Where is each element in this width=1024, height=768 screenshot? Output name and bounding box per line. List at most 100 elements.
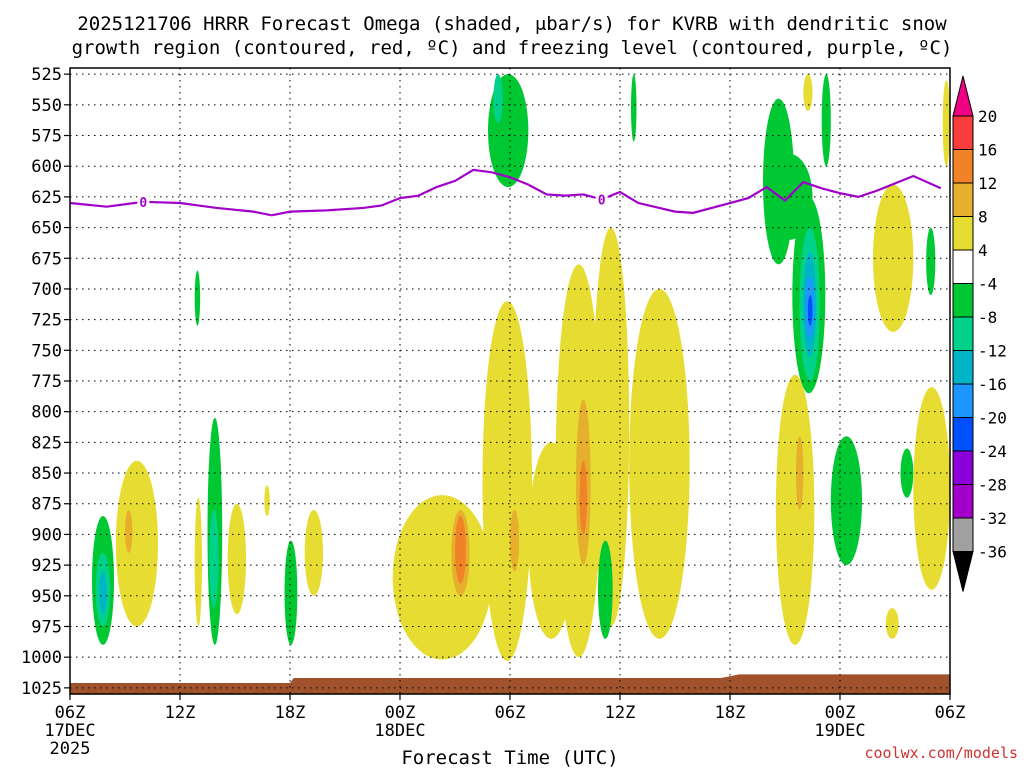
colorbar-label: -16 <box>978 375 1007 394</box>
omega-region-orange_light <box>125 509 133 553</box>
omega-region-orange_light <box>796 436 804 510</box>
y-tick-label: 550 <box>31 96 62 116</box>
freezing-label-bg <box>137 194 150 209</box>
colorbar-band <box>952 115 974 150</box>
x-axis-label: Forecast Time (UTC) <box>401 747 618 768</box>
y-tick-label: 675 <box>31 249 62 269</box>
colorbar-band <box>952 249 974 284</box>
y-tick-label: 725 <box>31 311 62 331</box>
y-tick-label: 875 <box>31 495 62 515</box>
omega-region-cyan <box>99 571 107 615</box>
y-tick-label: 825 <box>31 433 62 453</box>
freezing-level-label: 0 <box>139 196 147 211</box>
chart-title-line2: growth region (contoured, red, ºC) and f… <box>72 37 953 59</box>
omega-region-orange <box>455 516 466 584</box>
colorbar-label: 20 <box>978 107 997 126</box>
omega-region-yellow <box>392 495 492 660</box>
colorbar-label: 16 <box>978 141 997 160</box>
y-tick-label: 800 <box>31 403 62 423</box>
colorbar-cap-bottom <box>952 551 974 592</box>
colorbar-label: -12 <box>978 342 1007 361</box>
omega-region-green <box>598 540 613 639</box>
colorbar-band <box>952 283 974 318</box>
omega-region-green <box>926 227 936 296</box>
colorbar-cap-top <box>952 75 974 117</box>
y-tick-label: 625 <box>31 188 62 208</box>
omega-region-yellow <box>803 74 813 111</box>
y-tick-label: 525 <box>31 65 62 85</box>
ground-layer <box>70 674 950 694</box>
omega-region-yellow <box>913 387 950 590</box>
colorbar-band <box>952 484 974 519</box>
omega-region-green <box>194 270 201 326</box>
colorbar-band <box>952 182 974 217</box>
omega-region-blue <box>807 295 813 326</box>
colorbar-label: -4 <box>978 275 997 294</box>
omega-region-yellow <box>629 288 690 639</box>
freezing-label-bg <box>595 192 608 207</box>
omega-region-orange_light <box>509 509 520 572</box>
colorbar-band <box>952 517 974 552</box>
credit-text: coolwx.com/models <box>864 744 1018 762</box>
colorbar: 20 16 12 8 4 -4 -8 -12 -16 -20 -24 -28 -32 -36 <box>952 75 1007 592</box>
omega-region-yellow <box>304 509 324 596</box>
x-tick-label: 06Z <box>935 703 966 723</box>
x-tick-label: 00Z <box>385 703 416 723</box>
y-tick-label: 850 <box>31 464 62 484</box>
colorbar-band <box>952 149 974 184</box>
omega-region-green <box>284 540 298 645</box>
y-tick-label: 900 <box>31 525 62 545</box>
omega-region-green <box>631 74 637 142</box>
x-tick-label: 18Z <box>715 703 746 723</box>
omega-region-orange <box>579 460 587 535</box>
omega-region-yellow <box>115 460 158 627</box>
colorbar-label: -8 <box>978 308 997 327</box>
omega-region-yellow <box>264 485 270 517</box>
y-tick-label: 750 <box>31 341 62 361</box>
colorbar-band <box>952 417 974 452</box>
x-tick-year-label: 2025 <box>50 739 91 759</box>
freezing-level-label: 0 <box>598 193 606 208</box>
x-tick-date-label: 19DEC <box>814 721 865 741</box>
omega-region-green <box>763 98 795 265</box>
colorbar-band <box>952 350 974 385</box>
colorbar-label: -20 <box>978 409 1007 428</box>
colorbar-band <box>952 216 974 251</box>
colorbar-label: 8 <box>978 208 988 227</box>
x-tick-date-label: 17DEC <box>44 721 95 741</box>
x-tick-date-label: 18DEC <box>374 721 425 741</box>
omega-region-green <box>830 436 863 566</box>
x-tick-label: 12Z <box>605 703 636 723</box>
x-tick-label: 12Z <box>165 703 196 723</box>
omega-region-yellow <box>885 608 899 639</box>
omega-shaded-regions <box>92 74 950 661</box>
colorbar-label: 4 <box>978 241 988 260</box>
y-tick-label: 575 <box>31 127 62 147</box>
x-tick-label: 18Z <box>275 703 306 723</box>
x-tick-label: 00Z <box>825 703 856 723</box>
omega-region-green <box>900 448 914 498</box>
omega-region-yellow <box>482 301 532 661</box>
omega-region-green <box>821 74 831 167</box>
y-tick-label: 700 <box>31 280 62 300</box>
omega-region-teal <box>209 509 219 609</box>
y-tick-label: 600 <box>31 157 62 177</box>
omega-region-yellow <box>227 503 246 615</box>
y-tick-label: 775 <box>31 372 62 392</box>
colorbar-label: -36 <box>978 543 1007 562</box>
omega-region-teal <box>493 74 503 124</box>
omega-region-yellow <box>194 497 202 627</box>
ground-area <box>70 674 950 694</box>
colorbar-band <box>952 450 974 485</box>
omega-region-yellow <box>942 80 950 167</box>
colorbar-band <box>952 316 974 351</box>
y-tick-label: 925 <box>31 556 62 576</box>
colorbar-label: -28 <box>978 476 1007 495</box>
y-tick-label: 1025 <box>21 679 62 699</box>
y-tick-label: 975 <box>31 617 62 637</box>
colorbar-label: -24 <box>978 442 1007 461</box>
colorbar-label: 12 <box>978 174 997 193</box>
